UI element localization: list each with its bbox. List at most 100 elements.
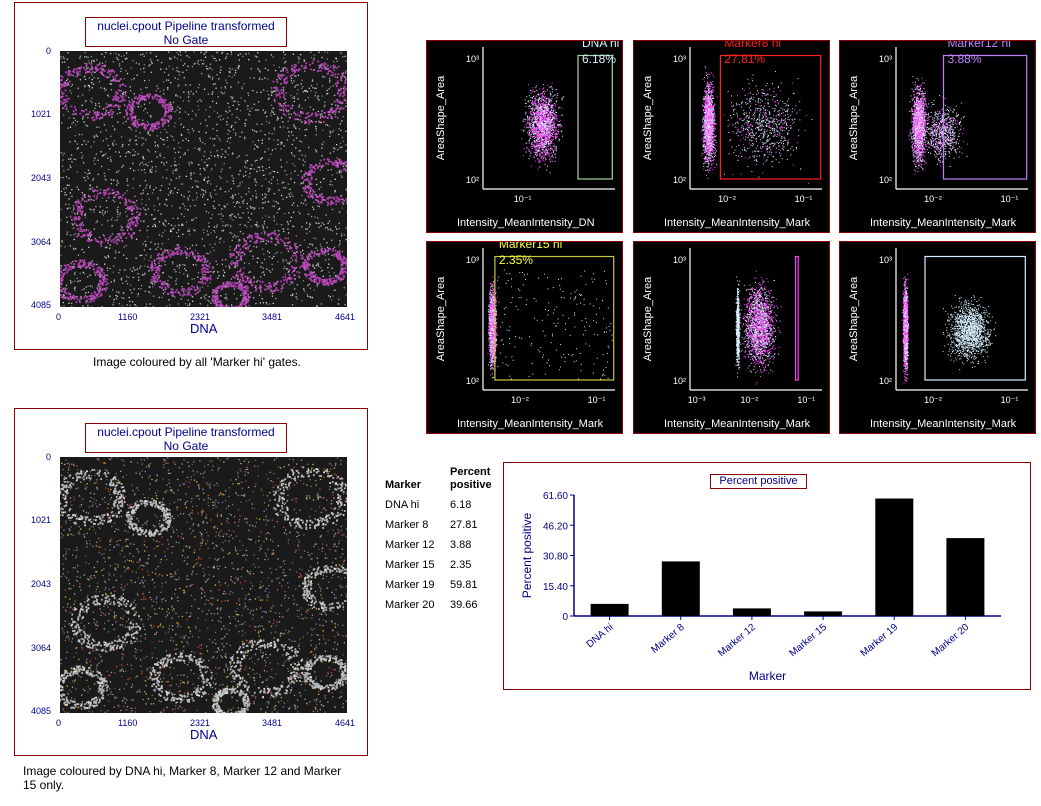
scatter-points [700, 66, 813, 184]
image-panel-2: nuclei.cpout Pipeline transformed No Gat… [14, 408, 368, 756]
scatter-ylabel: AreaShape_Area [435, 75, 447, 160]
gate-rectangle[interactable] [494, 255, 615, 381]
bar-category-label: Marker 20 [930, 622, 972, 660]
scatter-xlabel: Intensity_MeanIntensity_Mark [457, 418, 604, 430]
gate-name-label: Marker15 hi [499, 242, 562, 251]
scatter-plot-1[interactable]: DNA hi 6.18% 10³ 10² 10⁻¹ AreaShape_Area Inten… [426, 40, 623, 233]
stats-row-marker: Marker 19 [385, 579, 435, 591]
gate-percent-label: 2.35% [499, 253, 533, 267]
image-panel-2-title-line1: nuclei.cpout Pipeline transformed [86, 425, 286, 439]
x-tick: 0 [56, 312, 61, 322]
x-tick-label: 10⁻² [924, 194, 942, 204]
y-tick-label: 10² [466, 175, 479, 185]
bar-marker-12[interactable] [732, 608, 771, 616]
image-panel-2-caption-line1: Image coloured by DNA hi, Marker 8, Mark… [23, 764, 383, 778]
y-tick-label: 10³ [466, 255, 479, 265]
stats-row-marker: DNA hi [385, 499, 419, 511]
bar-chart-title: Percent positive [710, 474, 807, 489]
tissue-image-1-canvas [60, 51, 347, 307]
bar-category-label: Marker 19 [859, 622, 901, 660]
bar-ylabel: Percent positive [520, 512, 534, 598]
bar-y-tick-label: 30.80 [543, 552, 568, 563]
scatter-axes [895, 47, 1028, 190]
y-tick: 4085 [31, 300, 51, 310]
y-tick-label: 10² [673, 175, 686, 185]
bar-xlabel: Marker [749, 669, 786, 683]
x-tick-label: 10⁻¹ [1001, 194, 1019, 204]
scatter-plot-3[interactable]: Marker12 hi 3.88% 10³ 10² 10⁻² 10⁻¹ AreaShape_… [839, 40, 1036, 233]
tissue-image-2-canvas [60, 457, 347, 713]
gate-name-label: Marker12 hi [948, 41, 1011, 50]
scatter-points [487, 269, 613, 381]
stats-row-marker: Marker 12 [385, 539, 435, 551]
scatter-points [908, 76, 968, 175]
scatter-svg: DNA hi 6.18% 10³ 10² 10⁻¹ AreaShape_Area Inten… [435, 41, 619, 229]
x-tick-label: 10⁻² [741, 395, 759, 405]
image-panel-2-caption: Image coloured by DNA hi, Marker 8, Mark… [23, 764, 383, 792]
bar-marker-19[interactable] [875, 498, 914, 617]
stats-header-percent-line1: Percent [450, 466, 492, 479]
gate-rectangle[interactable] [719, 54, 822, 180]
x-tick: 3481 [262, 312, 282, 322]
x-tick: 3481 [262, 718, 282, 728]
gate-rectangle[interactable] [924, 255, 1026, 381]
scatter-ylabel: AreaShape_Area [848, 276, 860, 361]
bar-category-label: Marker 8 [649, 622, 687, 656]
image-panel-1-title-line2: No Gate [86, 33, 286, 47]
y-tick: 0 [46, 452, 51, 462]
x-tick-label: 10⁻¹ [588, 395, 606, 405]
bar-marker-8[interactable] [661, 561, 700, 616]
stats-header-percent: Percent positive [450, 466, 492, 492]
y-tick-label: 10³ [673, 255, 686, 265]
scatter-axes [689, 248, 822, 391]
gate-rectangle[interactable] [577, 54, 613, 180]
scatter-plot-2[interactable]: Marker8 hi 27.81% 10³ 10² 10⁻² 10⁻¹ AreaShape_… [633, 40, 830, 233]
bar-marker-20[interactable] [946, 538, 985, 616]
bar-y-tick-label: 46.20 [543, 521, 568, 532]
nuclei-background [60, 51, 347, 307]
scatter-xlabel: Intensity_MeanIntensity_DN [457, 217, 595, 229]
gate-rectangle[interactable] [942, 54, 1028, 180]
bar-marker-15[interactable] [804, 611, 843, 616]
gate-name-label: Marker8 hi [724, 41, 781, 50]
scatter-plot-5[interactable]: 10³ 10² 10⁻³ 10⁻² 10⁻¹ AreaShape_Area Intensit… [633, 241, 830, 434]
stats-row-value: 27.81 [450, 519, 478, 531]
scatter-axes [689, 47, 822, 190]
bar-category-label: DNA hi [585, 622, 616, 650]
scatter-points [902, 273, 997, 385]
gate-name-label: DNA hi [582, 41, 619, 50]
image-panel-1-title-line1: nuclei.cpout Pipeline transformed [86, 19, 286, 33]
scatter-svg: Marker15 hi 2.35% 10³ 10² 10⁻² 10⁻¹ AreaShape_… [435, 242, 615, 430]
x-tick: 2321 [190, 718, 210, 728]
x-tick-label: 10⁻³ [688, 395, 706, 405]
scatter-points [521, 82, 565, 174]
gate-rectangle[interactable] [795, 255, 799, 381]
x-tick: 2321 [190, 312, 210, 322]
scatter-axes [482, 47, 615, 190]
y-tick: 3064 [31, 643, 51, 653]
y-tick-label: 10² [879, 376, 892, 386]
y-tick: 1021 [31, 109, 51, 119]
stats-row-value: 2.35 [450, 559, 471, 571]
scatter-plot-6[interactable]: 10³ 10² 10⁻² 10⁻¹ AreaShape_Area Intensity_Me… [839, 241, 1036, 434]
bar-dna-hi[interactable] [590, 603, 629, 616]
bar-chart: 0 15.40 30.80 46.20 61.60 DNA hi Marker 8 Marke… [520, 491, 1001, 683]
scatter-ylabel: AreaShape_Area [848, 75, 860, 160]
gate-percent-label: 6.18% [582, 52, 616, 66]
x-tick-label: 10⁻¹ [514, 194, 532, 204]
image-panel-2-xlabel: DNA [190, 727, 217, 742]
scatter-xlabel: Intensity_MeanIntensity_Mark [870, 418, 1017, 430]
scatter-plot-4[interactable]: Marker15 hi 2.35% 10³ 10² 10⁻² 10⁻¹ AreaShape_… [426, 241, 623, 434]
x-tick-label: 10⁻¹ [1001, 395, 1019, 405]
gland-structures [60, 466, 347, 713]
tissue-image-1[interactable] [60, 51, 347, 307]
stats-row-value: 59.81 [450, 579, 478, 591]
y-tick: 1021 [31, 515, 51, 525]
y-tick: 3064 [31, 237, 51, 247]
y-tick: 4085 [31, 706, 51, 716]
tissue-image-2[interactable] [60, 457, 347, 713]
y-tick-label: 10² [466, 376, 479, 386]
x-tick-label: 10⁻² [718, 194, 736, 204]
y-tick: 0 [46, 46, 51, 56]
